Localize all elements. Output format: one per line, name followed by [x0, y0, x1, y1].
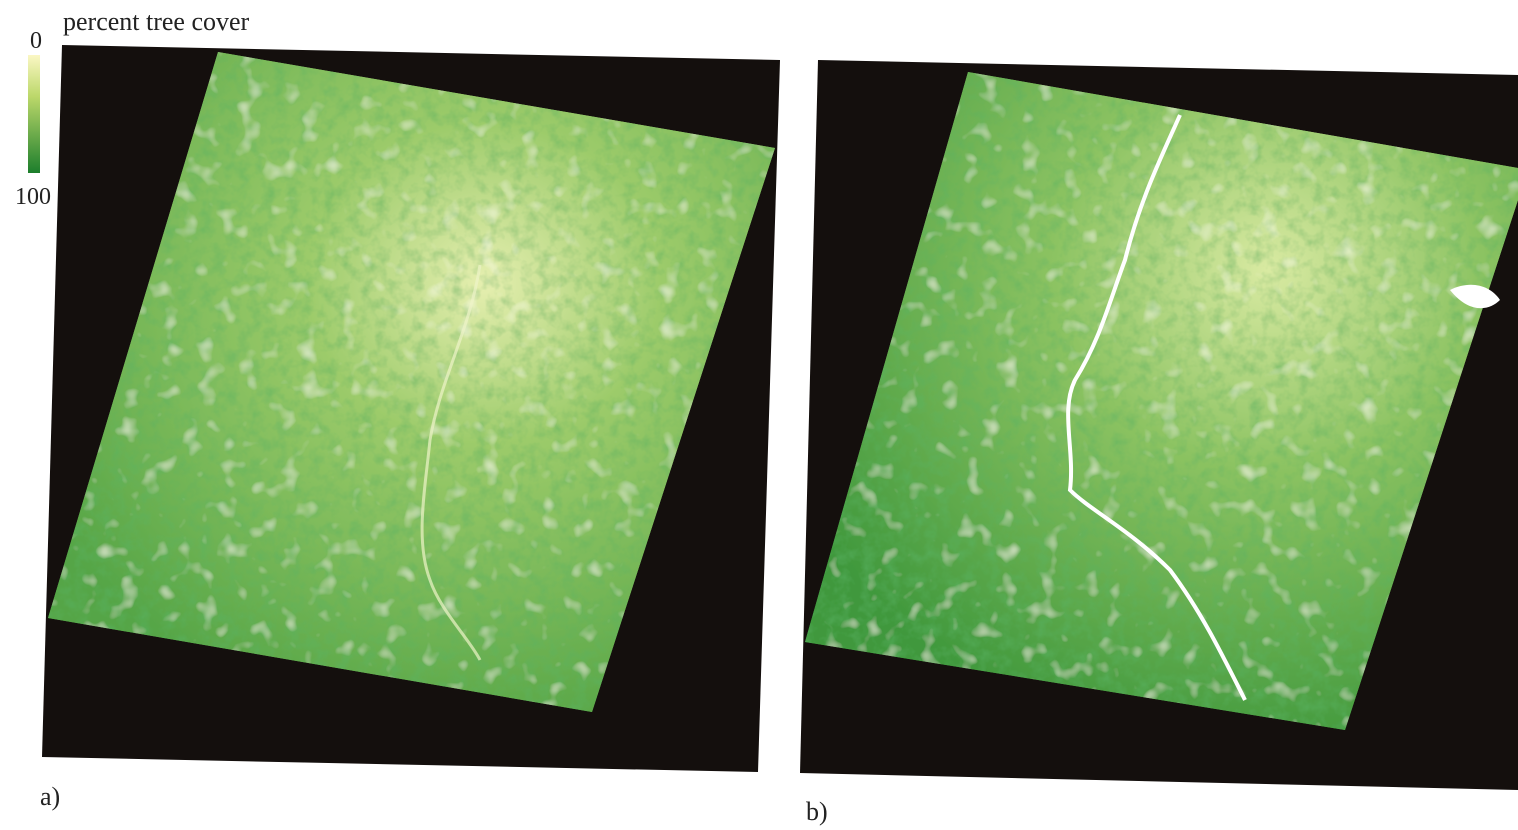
panel-b-image — [800, 60, 1518, 790]
panel-label: a) — [40, 782, 60, 811]
panel-a-image — [42, 45, 780, 772]
panel-label: b) — [806, 797, 828, 826]
legend-min: 0 — [30, 28, 42, 54]
figure: 0 100 percent tree cover a) b) — [0, 0, 1518, 830]
color-bar — [28, 55, 40, 173]
legend-max: 100 — [15, 184, 51, 210]
legend-title: percent tree cover — [63, 7, 250, 36]
